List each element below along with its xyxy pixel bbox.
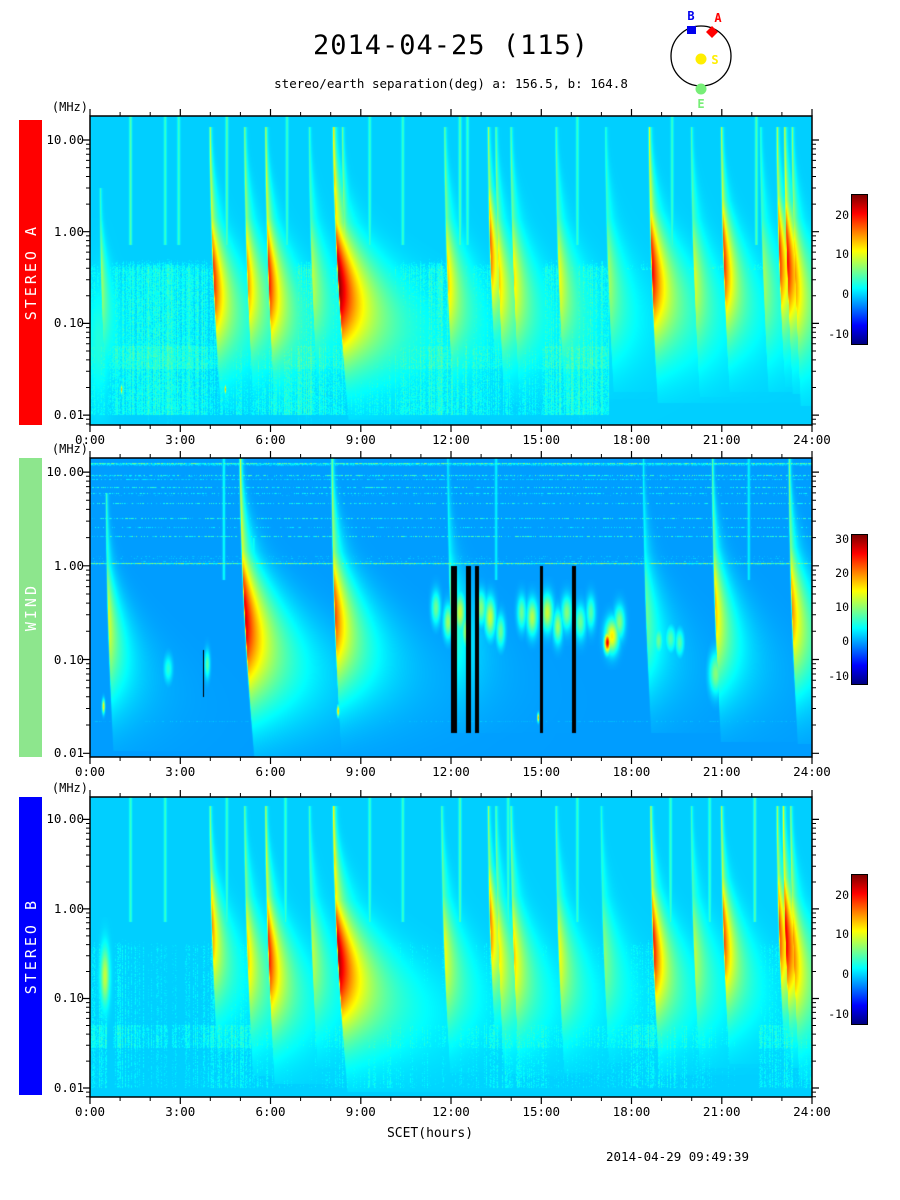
x-tick-label: 6:00 [255,1104,286,1119]
stereo-b-spectrogram-panel: (MHz) 10.00 1.00 0.10 0.01 0:00 3:00 6:00 9:00 1… [46,781,830,1119]
colorbar-tick-label: 30 [835,532,849,547]
x-tick-label: 21:00 [702,1104,741,1119]
x-tick-label: 9:00 [345,764,376,779]
colorbar-tick-label: 20 [835,887,849,902]
x-tick-label: 0:00 [74,432,106,447]
stereo-b-marker [687,26,696,34]
x-tick-label: 6:00 [255,432,286,447]
x-tick-label: 24:00 [793,432,831,447]
x-tick-label: 21:00 [702,764,741,779]
stereo-b-colorbar: 20 10 0 -10 [800,874,870,1025]
stereo-a-marker [706,26,718,38]
wind-spectrogram-panel: (MHz) 10.00 1.00 0.10 0.01 0:00 3:00 6:00 9:00 1… [46,442,830,779]
colorbar-tick-label: 0 [842,287,849,302]
y-tick-label: 1.00 [53,557,84,573]
y-tick-label: 0.01 [53,407,84,423]
y-axis-unit-label: (MHz) [51,100,88,114]
x-tick-label: 15:00 [522,1104,561,1119]
x-tick-label: 12:00 [432,764,470,779]
colorbar-tick-label: -10 [828,1006,849,1021]
stereo-b-colorbar-gradient [851,874,868,1025]
x-tick-label: 0:00 [74,764,106,779]
wind-label-text: WIND [21,583,40,632]
x-tick-label: 18:00 [612,764,651,779]
x-tick-label: 15:00 [522,764,561,779]
colorbar-tick-label: 20 [835,566,849,581]
y-tick-label: 0.10 [53,990,84,1006]
colorbar-tick-label: 20 [835,207,849,222]
page-title: 2014-04-25 (115) [312,30,590,61]
sun-marker [695,53,707,65]
stereo-a-label-text: STEREO A [21,224,40,321]
x-tick-label: 12:00 [432,432,470,447]
y-axis-unit-label: (MHz) [51,781,88,795]
colorbar-tick-label: -10 [828,326,849,341]
separation-subtitle: stereo/earth separation(deg) a: 156.5, b… [274,76,628,91]
wind-colorbar: 30 20 10 0 -10 [800,532,870,685]
x-tick-label: 21:00 [702,432,741,447]
x-tick-label: 18:00 [612,432,651,447]
colorbar-tick-label: 10 [835,927,849,942]
colorbar-tick-label: 10 [835,247,849,262]
spacecraft-position-diagram: B A S E [670,9,732,111]
y-axis-unit-label: (MHz) [51,442,88,456]
x-tick-label: 3:00 [165,1104,196,1119]
y-tick-label: 0.10 [53,651,84,667]
wind-colorbar-gradient [851,534,868,685]
wind-spectrogram [90,458,812,757]
colorbar-tick-label: 0 [842,634,849,649]
x-tick-label: 12:00 [432,1104,470,1119]
y-tick-label: 1.00 [53,900,84,916]
stereo-b-spectrogram [90,797,812,1097]
earth-marker [695,83,707,95]
colorbar-tick-label: 0 [842,967,849,982]
x-tick-label: 3:00 [165,432,196,447]
y-tick-label: 0.10 [53,315,84,331]
colorbar-tick-label: -10 [828,668,849,683]
earth-label: E [697,97,704,111]
stereo-a-colorbar-gradient [851,194,868,345]
stereo-a-spectrogram [90,116,812,425]
stereo-a-label-bar: STEREO A [19,120,42,425]
stereo-b-label: B [687,9,694,23]
y-tick-label: 0.01 [53,1080,84,1096]
x-tick-label: 18:00 [612,1104,651,1119]
x-tick-label: 6:00 [255,764,286,779]
sun-label: S [711,53,718,67]
x-tick-label: 0:00 [74,1104,106,1119]
x-tick-label: 9:00 [345,1104,376,1119]
generation-timestamp: 2014-04-29 09:49:39 [606,1149,749,1164]
x-tick-label: 9:00 [345,432,376,447]
stereo-a-spectrogram-panel: (MHz) 10.00 1.00 0.10 0.01 0:00 3:00 6:00 9:00 1… [46,100,830,447]
x-tick-label: 15:00 [522,432,561,447]
y-tick-label: 10.00 [46,464,84,480]
stereo-a-colorbar: 20 10 0 -10 [800,194,870,345]
colorbar-tick-label: 10 [835,600,849,615]
y-tick-label: 10.00 [46,811,84,827]
x-tick-label: 24:00 [793,764,831,779]
y-tick-label: 10.00 [46,132,84,148]
stereo-a-label: A [714,11,722,25]
x-axis-label: SCET(hours) [386,1126,474,1141]
wind-label-bar: WIND [19,458,42,757]
y-tick-label: 1.00 [53,223,84,239]
x-tick-label: 3:00 [165,764,196,779]
stereo-b-label-bar: STEREO B [19,797,42,1095]
y-tick-label: 0.01 [53,745,84,761]
x-tick-label: 24:00 [793,1104,831,1119]
